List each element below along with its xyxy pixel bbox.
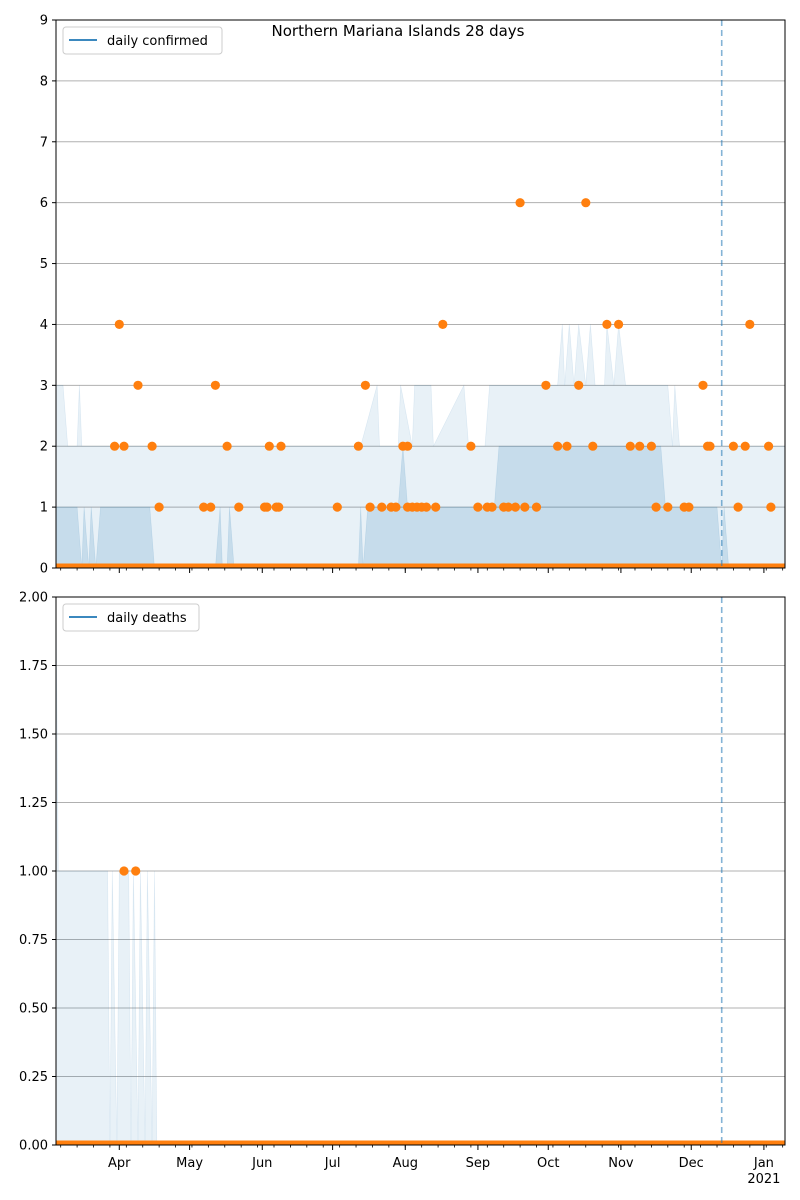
data-point [740,441,750,451]
data-point [222,441,232,451]
data-point [733,502,743,512]
y-tick-label: 2 [40,440,48,455]
y-tick-label: 3 [40,379,48,394]
data-point [635,441,645,451]
x-tick-label: Jul [324,1156,341,1171]
data-point [210,380,220,390]
x-tick-label: May [176,1156,203,1171]
y-tick-label: 1.50 [19,728,48,743]
axes-frame [55,19,786,569]
data-point [262,502,272,512]
legend-box [62,603,200,632]
y-tick-label: 7 [40,135,48,150]
y-tick-label: 9 [40,14,48,29]
data-point [421,502,431,512]
data-point [562,441,572,451]
x-tick-label: Jan [753,1156,774,1171]
data-point [663,502,673,512]
data-point [588,441,598,451]
data-point [510,502,520,512]
x-tick-label: Oct [537,1156,559,1171]
data-point [705,441,715,451]
data-point [602,319,612,329]
legend-label: daily deaths [107,611,187,626]
data-point [614,319,624,329]
x-tick-label: Nov [608,1156,634,1171]
data-point [332,502,342,512]
data-point [487,502,497,512]
x-tick-label: Aug [393,1156,418,1171]
data-point [553,441,563,451]
y-tick-label: 1.75 [19,659,48,674]
data-point [199,502,209,512]
data-point [531,502,542,512]
chart-title: Northern Mariana Islands 28 days [272,22,525,40]
data-point [234,502,244,512]
data-point [119,866,129,876]
data-point [581,198,591,208]
y-tick-label: 0.50 [19,1002,48,1017]
data-point [473,502,483,512]
data-point [541,380,551,390]
data-point [698,380,708,390]
data-point [646,441,657,451]
deaths-panel: 0.00 0.25 0.50 0.75 1.00 1.25 1.50 1.75 2.00 Apr M… [19,591,786,1187]
y-tick-label: 1 [40,501,48,516]
data-point [119,441,129,451]
data-point [515,198,525,208]
data-point [353,441,363,451]
confirmed-panel: 0 1 2 3 4 5 6 7 8 9 daily confirmed [40,14,786,577]
data-point [391,502,401,512]
data-point [133,380,143,390]
legend-box [62,26,223,55]
data-point [264,441,274,451]
y-tick-label: 0.75 [19,933,48,948]
x-tick-label: Dec [679,1156,704,1171]
data-point [625,441,635,451]
data-point [274,502,284,512]
data-point [276,441,286,451]
data-point [745,319,755,329]
x-year-label: 2021 [747,1172,780,1187]
data-point [503,502,513,512]
data-point [728,441,739,451]
data-point [520,502,530,512]
y-tick-label: 8 [40,74,48,89]
data-point [684,502,694,512]
y-tick-label: 6 [40,196,48,211]
y-tick-label: 2.00 [19,591,48,606]
y-tick-label: 1.00 [19,865,48,880]
data-point [110,441,120,451]
legend-label: daily confirmed [107,34,208,49]
data-point [131,866,141,876]
data-point [377,502,387,512]
data-point [403,441,413,451]
data-point [466,441,476,451]
y-tick-label: 1.25 [19,796,48,811]
data-point [766,502,776,512]
y-tick-label: 0 [40,562,48,577]
data-point [438,319,448,329]
data-point [651,502,661,512]
data-point [154,502,164,512]
data-point [764,441,774,451]
data-point [206,502,216,512]
data-point [574,380,584,390]
y-tick-label: 5 [40,257,48,272]
x-tick-label: Sep [466,1156,491,1171]
data-point [147,441,157,451]
data-point [114,319,124,329]
data-point [360,380,370,390]
data-point [431,502,441,512]
y-tick-label: 0.00 [19,1139,48,1154]
y-tick-label: 4 [40,318,48,333]
range-band-outer [55,596,785,1146]
data-point [365,502,375,512]
x-tick-label: Apr [108,1156,131,1171]
x-tick-label: Jun [251,1156,272,1171]
y-tick-label: 0.25 [19,1070,48,1085]
